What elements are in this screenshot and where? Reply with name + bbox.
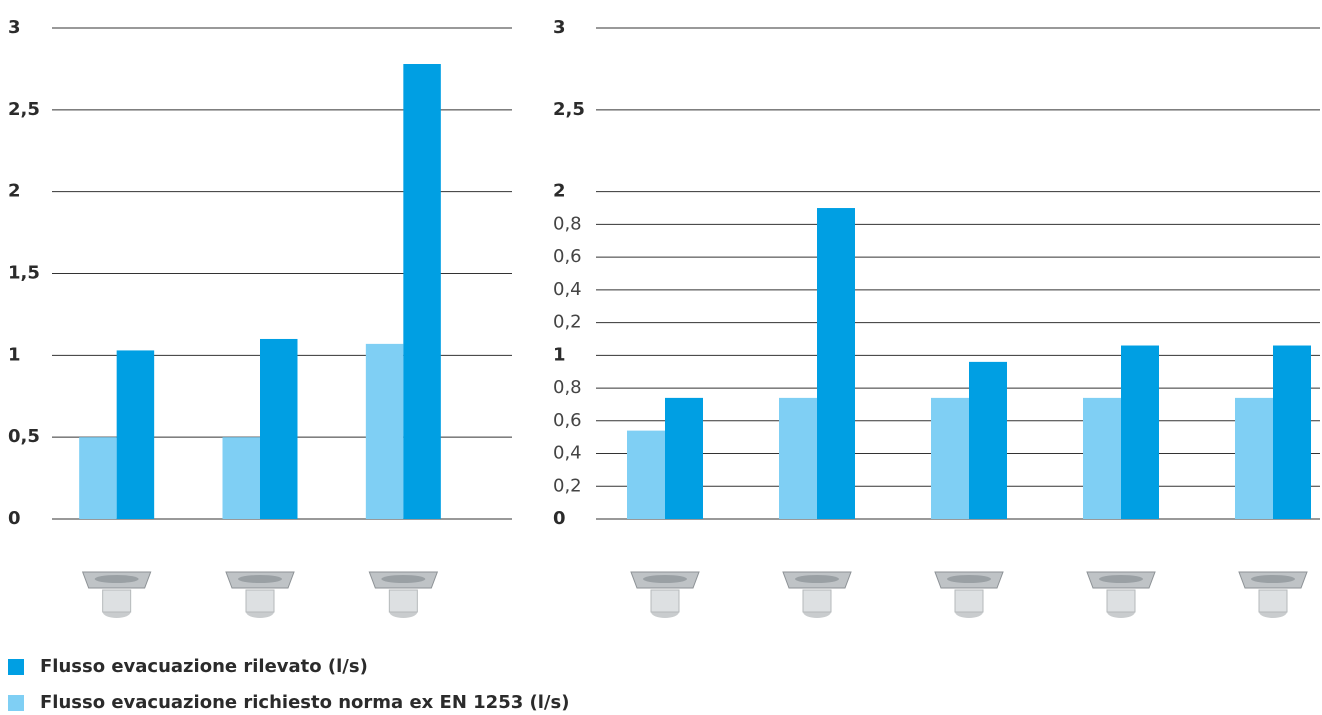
bar <box>627 430 665 519</box>
product-image <box>225 571 295 618</box>
bar <box>222 437 260 519</box>
icon-part <box>381 575 426 583</box>
bar <box>79 437 117 519</box>
icon-part <box>238 575 282 583</box>
bar <box>969 361 1007 519</box>
y-tick-label: 1 <box>553 344 566 365</box>
bar <box>116 350 155 519</box>
y-tick-label: 2,5 <box>8 99 40 120</box>
icon-part <box>1258 589 1288 613</box>
icon-part <box>94 575 139 583</box>
bar <box>931 397 969 519</box>
icon-part <box>1099 575 1143 583</box>
y-tick-label: 0,6 <box>553 246 582 267</box>
icon-part <box>947 575 991 583</box>
bar <box>403 64 441 520</box>
y-tick-label: 0,6 <box>553 410 582 431</box>
icon-part <box>102 589 132 613</box>
bar <box>1273 345 1311 519</box>
y-tick-label: 0,2 <box>553 312 582 333</box>
icon-part <box>650 589 680 613</box>
bar <box>817 208 855 520</box>
bar <box>779 397 817 519</box>
y-tick-label: 3 <box>8 17 21 38</box>
icon-part <box>795 575 839 583</box>
product-image <box>81 571 152 618</box>
legend-label: Flusso evacuazione richiesto norma ex EN… <box>40 692 569 713</box>
bar <box>1235 397 1273 519</box>
product-image <box>630 571 700 618</box>
y-tick-label: 2 <box>553 181 566 202</box>
legend-swatch <box>8 659 24 675</box>
bar <box>665 397 703 519</box>
icon-part <box>954 589 984 613</box>
y-tick-label: 0,2 <box>553 475 582 496</box>
y-tick-label: 0,4 <box>553 279 582 300</box>
y-tick-label: 2,5 <box>553 99 585 120</box>
product-image <box>1086 571 1156 618</box>
product-image <box>368 571 439 618</box>
y-tick-label: 0 <box>553 508 566 529</box>
y-tick-label: 1 <box>8 344 21 365</box>
icon-part <box>643 575 687 583</box>
y-tick-label: 2 <box>8 181 21 202</box>
y-tick-label: 0,5 <box>8 426 40 447</box>
bar <box>260 338 298 519</box>
legend-label: Flusso evacuazione rilevato (l/s) <box>40 656 368 677</box>
y-tick-label: 0,4 <box>553 443 582 464</box>
product-image <box>934 571 1004 618</box>
icon-part <box>245 589 275 613</box>
bar <box>1083 397 1121 519</box>
product-image <box>1238 571 1308 618</box>
icon-part <box>388 589 418 613</box>
y-tick-label: 3 <box>553 17 566 38</box>
y-tick-label: 0,8 <box>553 377 582 398</box>
icon-part <box>1251 575 1295 583</box>
bar <box>365 343 404 519</box>
y-tick-label: 0,8 <box>553 213 582 234</box>
legend-swatch <box>8 695 24 711</box>
icon-part <box>1106 589 1136 613</box>
y-tick-label: 0 <box>8 508 21 529</box>
product-image <box>782 571 852 618</box>
bar <box>1121 345 1159 519</box>
icon-part <box>802 589 832 613</box>
y-tick-label: 1,5 <box>8 263 40 284</box>
